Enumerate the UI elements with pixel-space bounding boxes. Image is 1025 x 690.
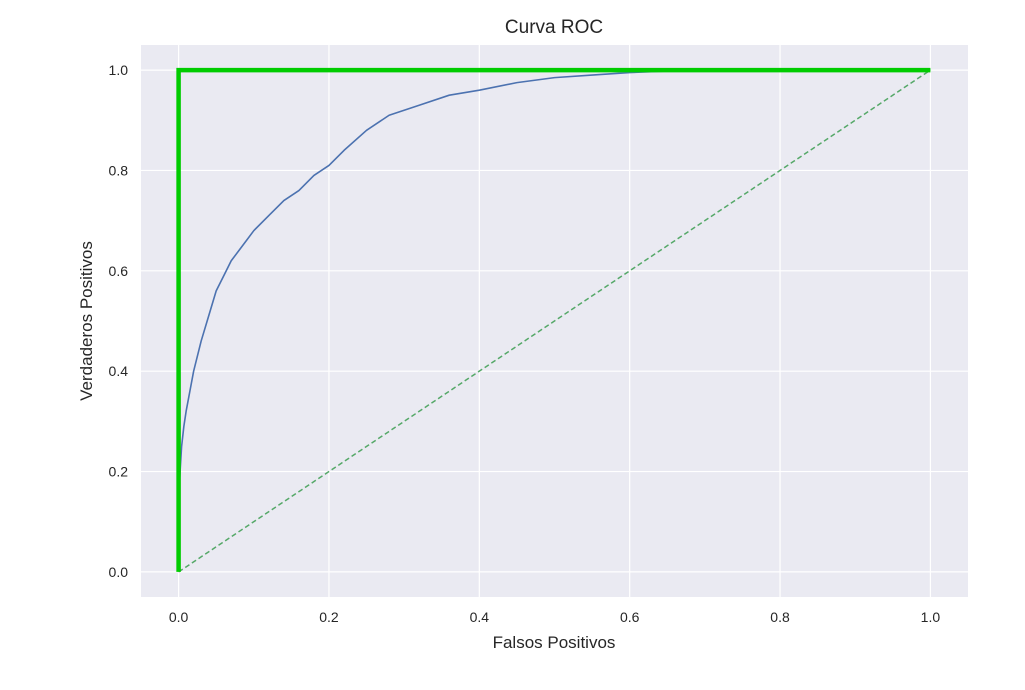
roc-curve-line [177,69,931,497]
y-tick-labels: 0.0 0.2 0.4 0.6 0.8 1.0 [109,62,129,580]
random-classifier-line [178,69,931,573]
y-axis-label: Verdaderos Positivos [77,241,96,401]
y-tick-label: 0.8 [109,162,129,178]
series-group [176,67,931,573]
y-tick-label: 1.0 [109,62,129,78]
x-tick-label: 0.0 [169,609,189,625]
x-tick-label: 0.6 [620,609,640,625]
x-tick-label: 0.8 [770,609,790,625]
x-tick-labels: 0.0 0.2 0.4 0.6 0.8 1.0 [169,609,940,625]
chart-title: Curva ROC [505,17,603,38]
y-tick-label: 0.4 [109,363,129,379]
perfect-classifier-line [176,67,931,572]
x-tick-label: 0.4 [470,609,490,625]
x-tick-label: 1.0 [921,609,941,625]
y-tick-label: 0.6 [109,263,129,279]
x-axis-label: Falsos Positivos [493,633,616,652]
y-tick-label: 0.2 [109,464,129,480]
y-tick-label: 0.0 [109,564,129,580]
grid [141,45,968,597]
x-tick-label: 0.2 [319,609,339,625]
